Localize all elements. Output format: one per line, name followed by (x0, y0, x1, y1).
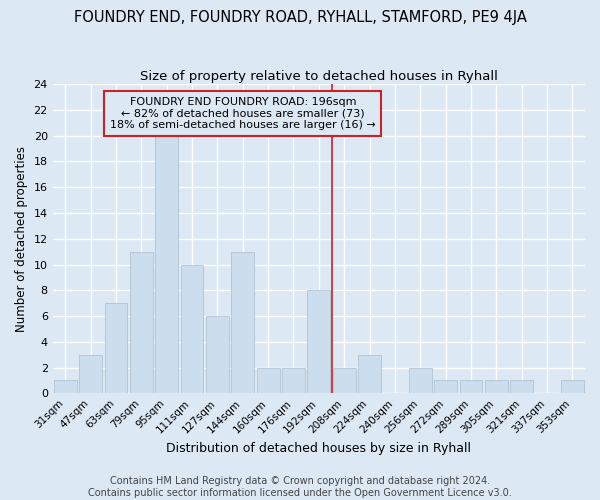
Bar (307, 290, 330, 394)
Title: Size of property relative to detached houses in Ryhall: Size of property relative to detached ho… (140, 70, 498, 83)
Bar (130, 252, 153, 394)
Bar (561, 380, 584, 394)
Y-axis label: Number of detached properties: Number of detached properties (15, 146, 28, 332)
Bar (434, 380, 457, 394)
Text: FOUNDRY END, FOUNDRY ROAD, RYHALL, STAMFORD, PE9 4JA: FOUNDRY END, FOUNDRY ROAD, RYHALL, STAMF… (74, 10, 526, 25)
Bar (104, 303, 127, 394)
Text: Contains HM Land Registry data © Crown copyright and database right 2024.
Contai: Contains HM Land Registry data © Crown c… (88, 476, 512, 498)
Bar (282, 368, 305, 394)
Bar (79, 354, 102, 394)
X-axis label: Distribution of detached houses by size in Ryhall: Distribution of detached houses by size … (166, 442, 472, 455)
Bar (232, 252, 254, 394)
Bar (485, 380, 508, 394)
Bar (358, 354, 381, 394)
Bar (333, 368, 356, 394)
Bar (206, 316, 229, 394)
Bar (181, 264, 203, 394)
Bar (510, 380, 533, 394)
Bar (409, 368, 431, 394)
Text: FOUNDRY END FOUNDRY ROAD: 196sqm
← 82% of detached houses are smaller (73)
18% o: FOUNDRY END FOUNDRY ROAD: 196sqm ← 82% o… (110, 97, 376, 130)
Bar (54, 380, 77, 394)
Bar (257, 368, 280, 394)
Bar (155, 136, 178, 394)
Bar (460, 380, 482, 394)
